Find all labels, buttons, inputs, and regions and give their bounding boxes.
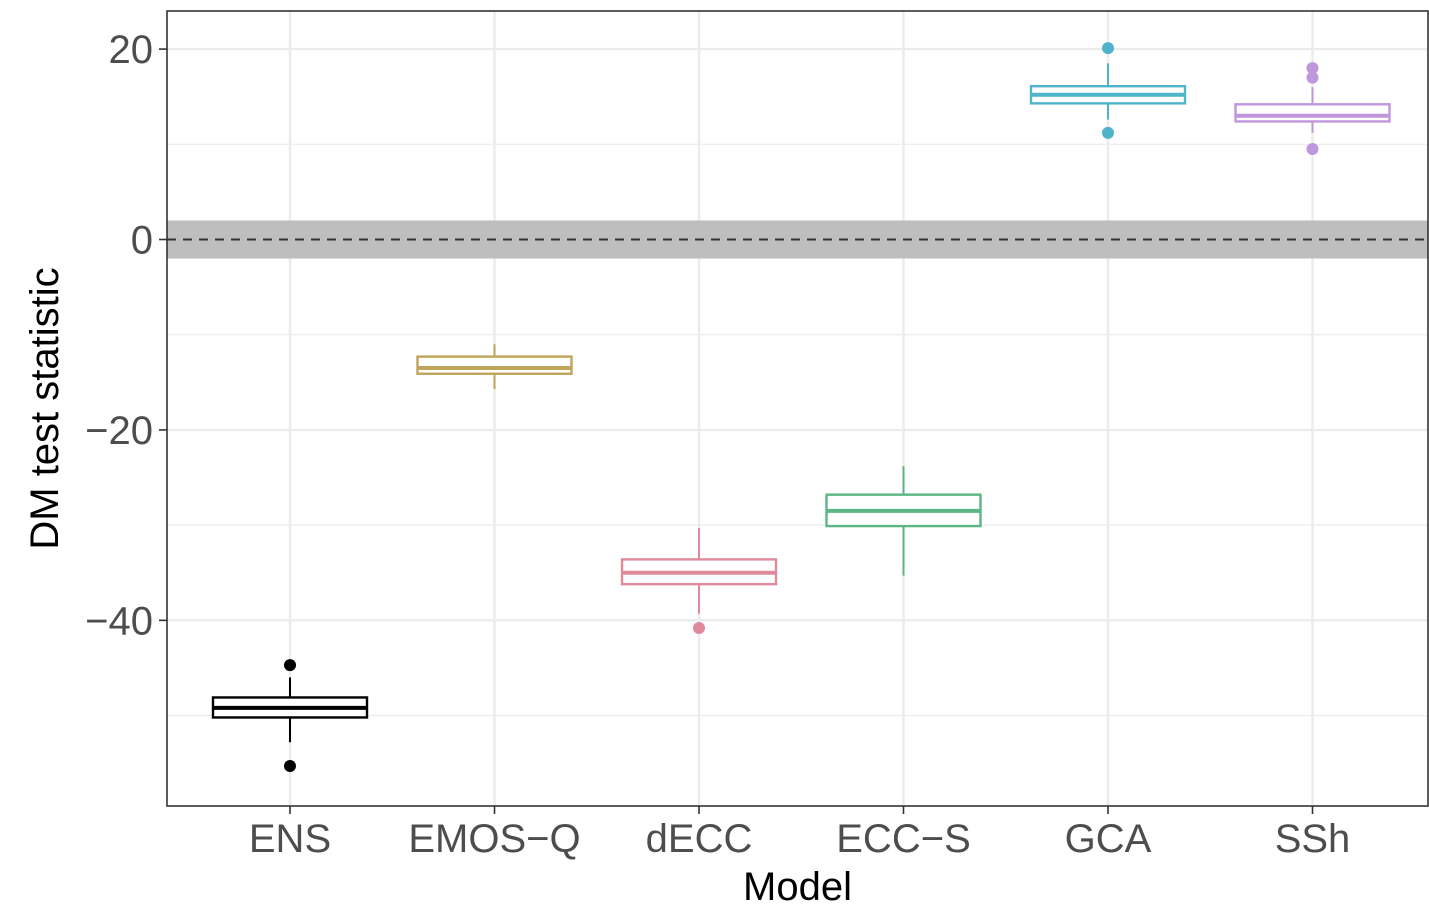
box-decc xyxy=(620,527,778,634)
outlier-point xyxy=(693,621,705,634)
y-tick-label: −20 xyxy=(85,409,153,453)
reference-layer xyxy=(167,220,1428,259)
outlier-point xyxy=(1306,143,1319,156)
panel-border xyxy=(166,10,1429,807)
y-tick-label: 20 xyxy=(109,28,154,72)
box-ens xyxy=(211,659,369,773)
y-tick-labels: 20 0 −20 −40 xyxy=(85,28,167,643)
x-tick-labels: ENS EMOS−Q dECC ECC−S GCA SSh xyxy=(249,806,1350,861)
box-ssh xyxy=(1234,62,1391,156)
outlier-point xyxy=(1306,62,1319,75)
x-tick-label: SSh xyxy=(1275,817,1351,861)
grid-lines xyxy=(167,11,1428,806)
y-tick-label: 0 xyxy=(131,219,153,263)
x-tick-label: dECC xyxy=(646,817,753,861)
box-ecc-s xyxy=(825,466,982,576)
box-emos-q xyxy=(416,344,573,389)
y-axis-title: DM test statistic xyxy=(23,267,67,549)
outlier-point xyxy=(284,760,296,773)
outlier-point xyxy=(1102,126,1114,139)
x-tick-label: ENS xyxy=(249,817,331,861)
outlier-point xyxy=(284,659,296,672)
iqr-box xyxy=(416,355,573,375)
x-tick-label: ECC−S xyxy=(836,817,971,861)
y-tick-label: −40 xyxy=(85,599,153,643)
outlier-point xyxy=(1306,71,1319,84)
boxes-layer xyxy=(211,42,1391,773)
x-tick-label: EMOS−Q xyxy=(408,817,580,861)
x-tick-label: GCA xyxy=(1065,817,1152,861)
outlier-point xyxy=(1102,42,1114,55)
iqr-box xyxy=(1234,103,1391,123)
x-axis-title: Model xyxy=(743,865,852,909)
box-gca xyxy=(1029,42,1187,139)
